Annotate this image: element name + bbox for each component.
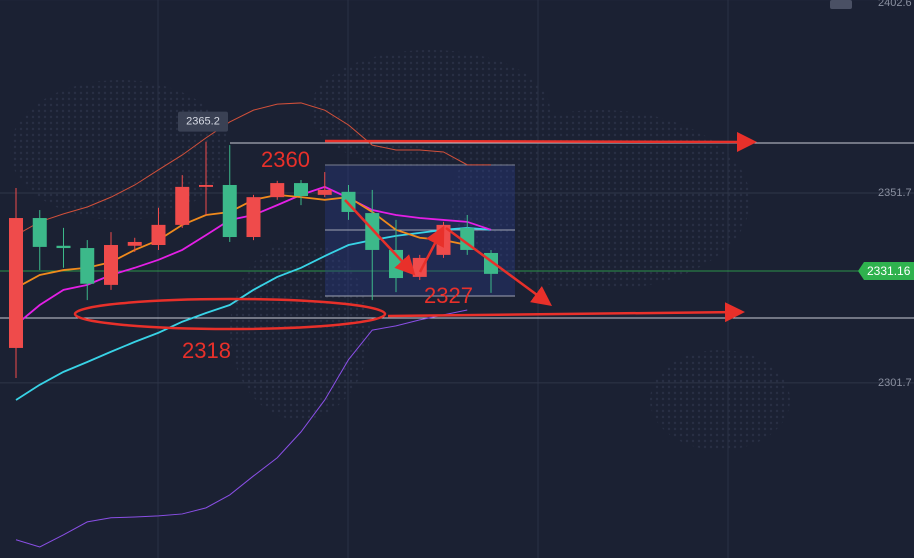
annotation: 2318 xyxy=(182,338,231,363)
vertical-grid xyxy=(157,0,729,558)
candle-body xyxy=(9,218,23,348)
candle-body xyxy=(104,245,118,285)
candle-body xyxy=(317,189,332,195)
indicator-line xyxy=(15,309,468,548)
candle-body xyxy=(365,213,380,250)
candle-body xyxy=(56,245,71,249)
candle-body xyxy=(222,184,237,238)
last-price-tag xyxy=(858,261,914,280)
drawings xyxy=(73,131,757,331)
high-label: 2365.2 xyxy=(186,116,220,128)
indicator-line xyxy=(15,102,491,236)
y-tick-label: 2402.6 xyxy=(878,0,912,9)
candle-body xyxy=(294,183,308,197)
annotations: 2365.2 2360 2327 2318 xyxy=(178,111,473,363)
level-lines xyxy=(0,142,914,319)
candle-body xyxy=(151,224,166,246)
candle-body xyxy=(80,248,95,284)
candle-body xyxy=(32,218,47,247)
indicator-line xyxy=(15,227,492,401)
grid xyxy=(0,0,914,384)
world-map xyxy=(10,50,790,450)
last-price-label: 2331.16 xyxy=(867,264,911,278)
candle-body xyxy=(460,227,475,250)
candle-body xyxy=(199,184,213,187)
high-label-box xyxy=(178,111,228,132)
candle-body xyxy=(127,241,142,246)
candle-body xyxy=(412,257,427,277)
candle-body xyxy=(270,183,285,198)
annotation: 2360 xyxy=(261,147,310,172)
candle-body xyxy=(175,186,190,225)
y-tick-label: 2301.7 xyxy=(878,377,912,389)
annotation: 2327 xyxy=(424,283,473,308)
bell-icon xyxy=(830,0,852,9)
y-tick-label: 2351.7 xyxy=(878,187,912,199)
price-axis: 2402.6 2351.7 2301.7 2331.16 xyxy=(858,0,914,389)
candle-body xyxy=(246,197,261,238)
